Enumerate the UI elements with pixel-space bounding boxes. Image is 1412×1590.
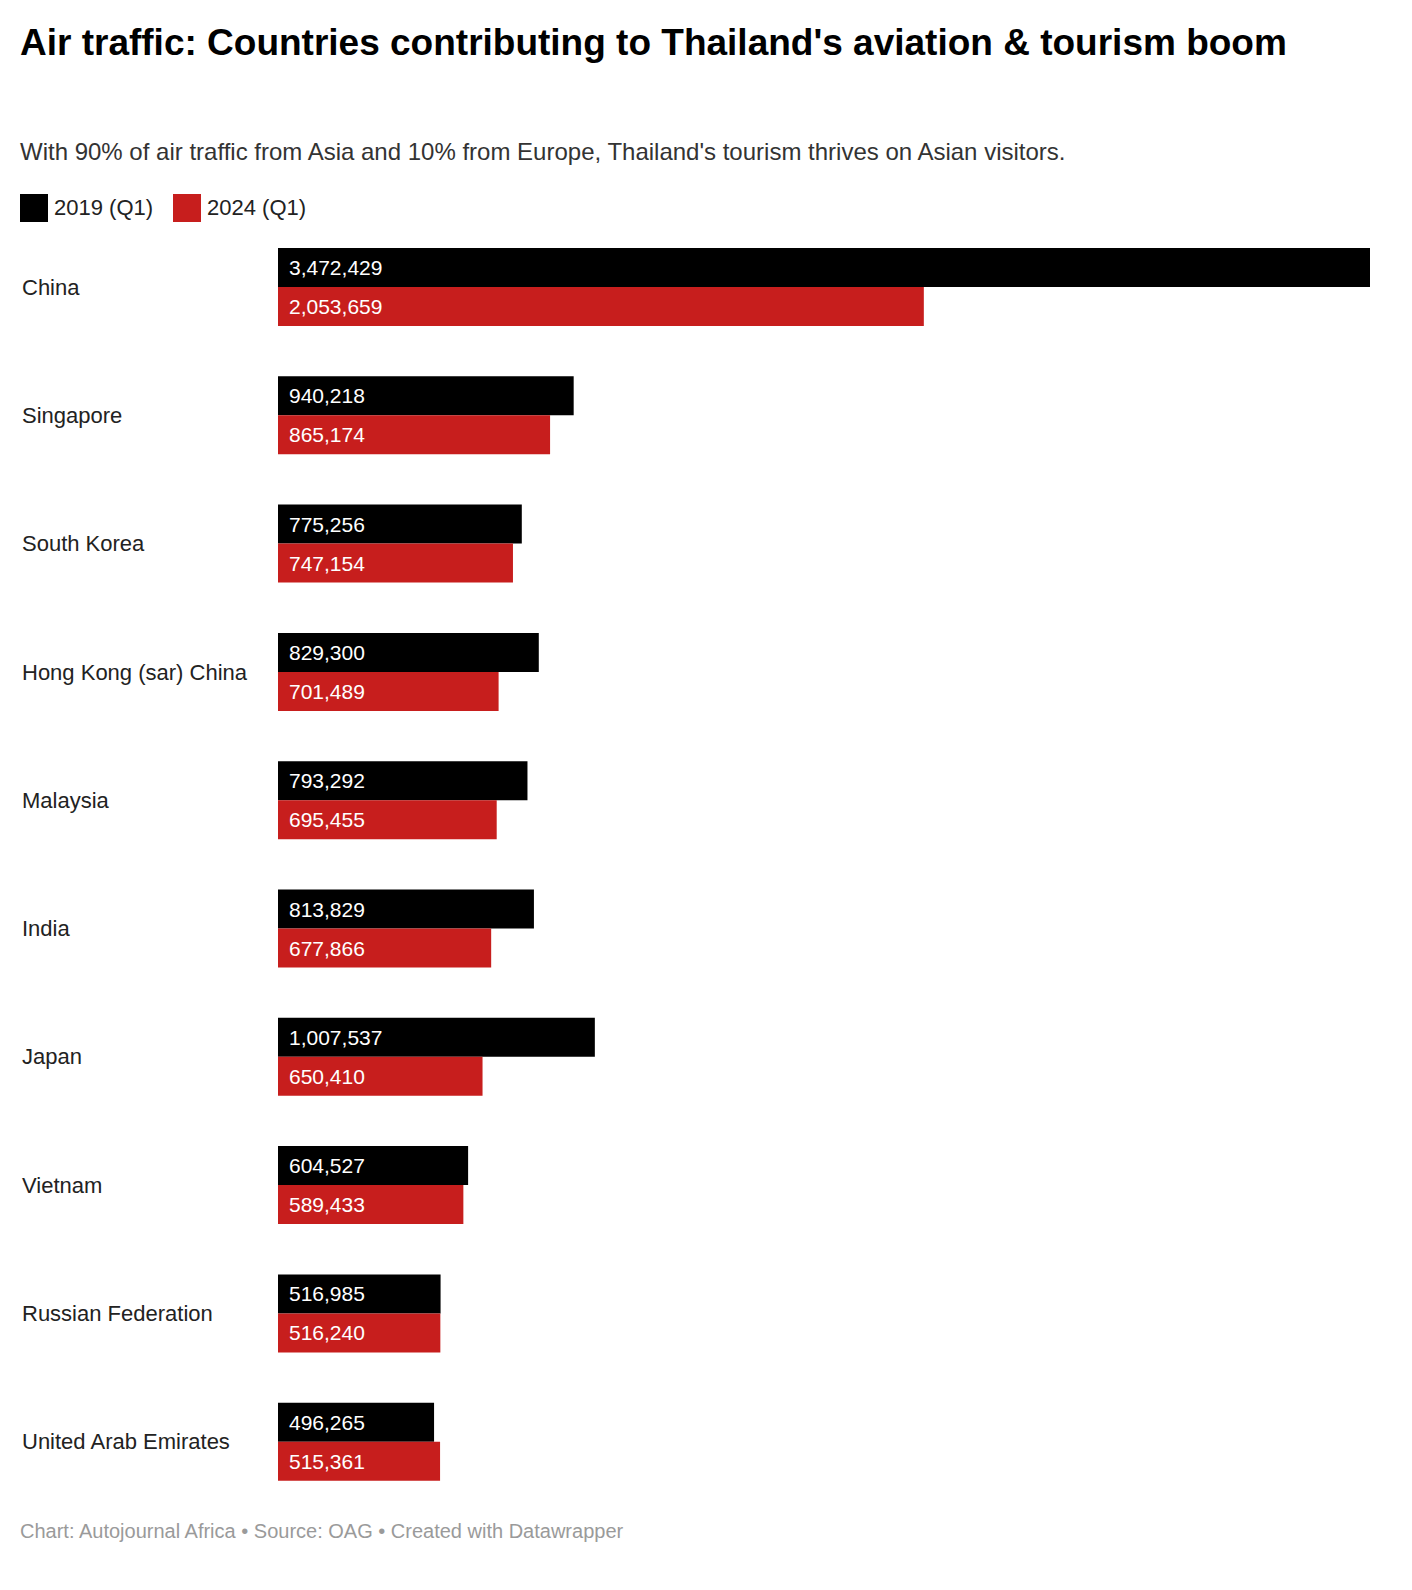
svg-text:865,174: 865,174	[289, 423, 365, 446]
svg-text:516,985: 516,985	[289, 1282, 365, 1305]
svg-text:India: India	[22, 916, 70, 941]
svg-text:650,410: 650,410	[289, 1065, 365, 1088]
svg-text:515,361: 515,361	[289, 1450, 365, 1473]
html-text:Air traffic: Countries contrib: Air traffic: Countries contributing to T…	[20, 22, 1287, 63]
svg-text:695,455: 695,455	[289, 808, 365, 831]
svg-text:Hong Kong (sar) China: Hong Kong (sar) China	[22, 660, 248, 685]
svg-text:Malaysia: Malaysia	[22, 788, 110, 813]
svg-text:604,527: 604,527	[289, 1154, 365, 1177]
svg-text:South Korea: South Korea	[22, 531, 145, 556]
svg-text:China: China	[22, 275, 80, 300]
svg-text:United Arab Emirates: United Arab Emirates	[22, 1429, 230, 1454]
svg-text:589,433: 589,433	[289, 1193, 365, 1216]
svg-text:2,053,659: 2,053,659	[289, 295, 382, 318]
svg-text:516,240: 516,240	[289, 1321, 365, 1344]
html-text:2019 (Q1): 2019 (Q1)	[54, 195, 154, 220]
svg-text:677,866: 677,866	[289, 937, 365, 960]
svg-text:Russian Federation: Russian Federation	[22, 1301, 213, 1326]
html-text:With 90% of air traffic from A: With 90% of air traffic from Asia and 10…	[20, 138, 1066, 165]
svg-text:Singapore: Singapore	[22, 403, 122, 428]
svg-text:793,292: 793,292	[289, 769, 365, 792]
svg-text:496,265: 496,265	[289, 1411, 365, 1434]
svg-text:775,256: 775,256	[289, 513, 365, 536]
svg-text:Vietnam: Vietnam	[22, 1173, 102, 1198]
svg-text:813,829: 813,829	[289, 898, 365, 921]
html-text:2024 (Q1): 2024 (Q1)	[207, 195, 307, 220]
svg-text:829,300: 829,300	[289, 641, 365, 664]
svg-text:747,154: 747,154	[289, 552, 365, 575]
svg-text:701,489: 701,489	[289, 680, 365, 703]
svg-text:Japan: Japan	[22, 1044, 82, 1069]
svg-text:1,007,537: 1,007,537	[289, 1026, 382, 1049]
svg-text:940,218: 940,218	[289, 384, 365, 407]
html-text:Chart: Autojournal Africa • So: Chart: Autojournal Africa • Source: OAG …	[20, 1520, 624, 1542]
svg-text:3,472,429: 3,472,429	[289, 256, 382, 279]
